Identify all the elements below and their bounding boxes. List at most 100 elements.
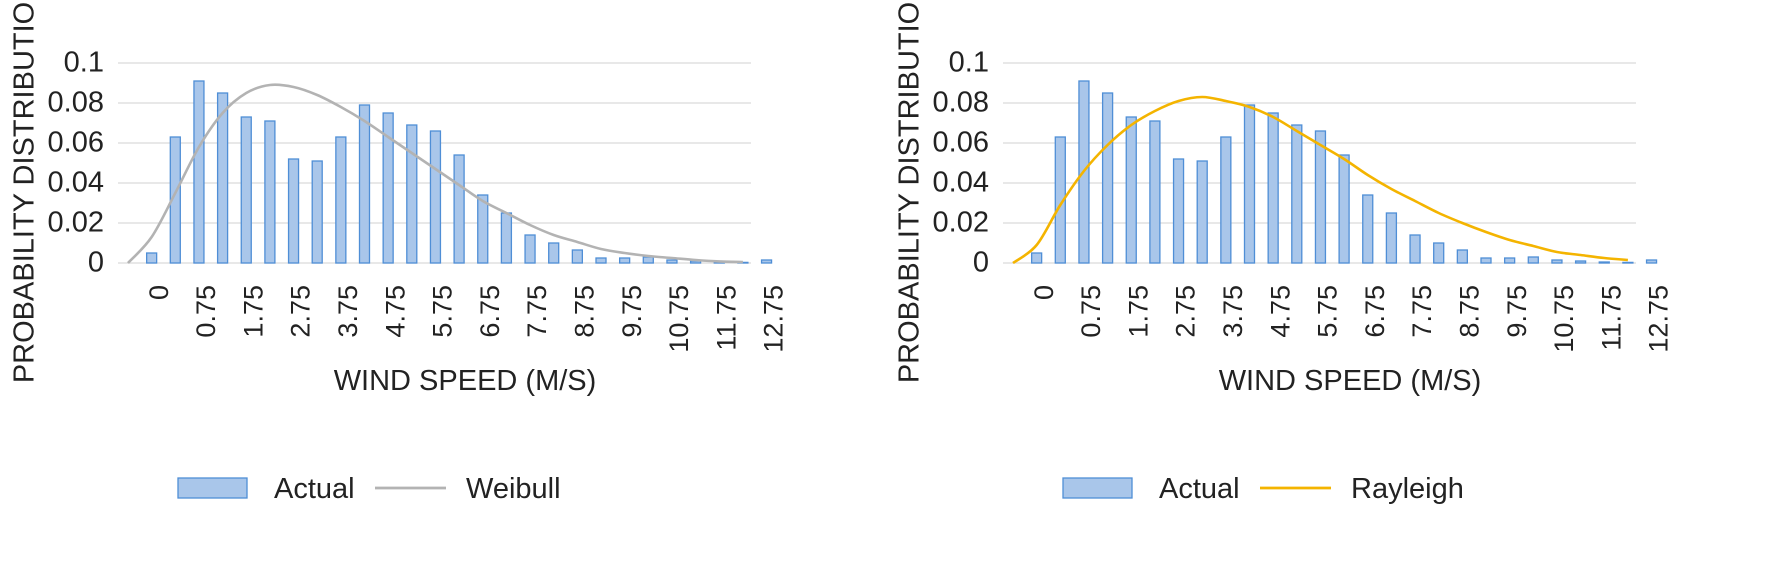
bar-actual [453, 154, 465, 264]
legend-label-actual: Actual [274, 473, 355, 505]
bar-actual [1196, 160, 1208, 264]
y-tick-label: 0.1 [64, 47, 104, 79]
bar-actual [1220, 136, 1232, 264]
bar-actual [1030, 252, 1043, 264]
bar-actual [358, 104, 371, 264]
y-tick-label: 0 [88, 247, 104, 279]
x-tick-label: 7.75 [522, 285, 552, 338]
rayleigh-chart: PROBABILITY DISTRIBUTION 0 0.02 0.04 0.06 0.0… [894, 0, 1674, 505]
weibull-chart: PROBABILITY DISTRIBUTION 0 0.02 0.04 0.06 0.0… [9, 0, 789, 505]
y-tick-label: 0.04 [933, 167, 989, 199]
line-rayleigh [1012, 95, 1629, 265]
bar-actual [548, 242, 560, 264]
x-tick-label: 1.75 [238, 285, 268, 338]
x-tick-label: 12.75 [1644, 285, 1674, 353]
bar-actual [500, 212, 513, 264]
x-axis-label: WIND SPEED (M/S) [334, 365, 597, 397]
y-tick-label: 0.08 [48, 87, 104, 119]
bar-actual [1338, 154, 1350, 264]
x-tick-label: 11.75 [711, 285, 741, 351]
y-axis-label: PROBABILITY DISTRIBUTION [9, 0, 41, 383]
bar-actual [1125, 116, 1137, 264]
bar-actual [335, 136, 347, 264]
rayleigh-chart-panel: PROBABILITY DISTRIBUTION 0 0.02 0.04 0.06 0.0… [885, 0, 1769, 577]
bar-actual [1456, 249, 1468, 264]
bar-actual [524, 234, 536, 264]
bar-actual [666, 259, 678, 264]
bar-actual [145, 252, 158, 264]
x-tick-label: 6.75 [1360, 285, 1390, 338]
x-tick-label: 0.75 [1076, 285, 1106, 338]
line-weibull [127, 83, 743, 264]
bar-actual [1409, 234, 1421, 264]
bar-actual [642, 256, 654, 264]
bar-actual [1598, 261, 1610, 264]
legend-label-actual: Actual [1159, 473, 1240, 505]
x-tick-label: 4.75 [1265, 285, 1295, 338]
legend-label-weibull: Weibull [466, 473, 561, 505]
bar-actual [1291, 124, 1303, 264]
legend-swatch-actual [1062, 477, 1133, 499]
bar-actual [382, 112, 394, 264]
bar-actual [240, 116, 252, 264]
bar-actual [1385, 212, 1398, 264]
x-tick-label: 0 [1029, 285, 1059, 300]
x-tick-label: 12.75 [759, 285, 789, 353]
bar-actual [1054, 136, 1066, 264]
bar-actual [1480, 257, 1492, 264]
y-tick-label: 0 [973, 247, 989, 279]
bar-actual [287, 158, 300, 264]
bar-actual [1574, 260, 1587, 264]
x-tick-label: 5.75 [1313, 285, 1343, 338]
x-tick-label: 3.75 [333, 285, 363, 338]
x-tick-label: 10.75 [1549, 285, 1579, 353]
weibull-chart-panel: PROBABILITY DISTRIBUTION 0 0.02 0.04 0.06 0.0… [0, 0, 884, 577]
bar-actual [406, 124, 418, 264]
x-tick-label: 1.75 [1123, 285, 1153, 338]
x-tick-label: 8.75 [1454, 285, 1484, 338]
y-tick-label: 0.06 [933, 127, 989, 159]
x-tick-label: 0.75 [191, 285, 221, 338]
bar-actual [1362, 194, 1374, 264]
bar-actual [1243, 104, 1256, 264]
bar-actual [619, 257, 631, 264]
y-tick-label: 0.02 [48, 207, 104, 239]
x-tick-label: 7.75 [1407, 285, 1437, 338]
bar-actual [193, 80, 205, 264]
x-tick-label: 6.75 [475, 285, 505, 338]
legend-swatch-actual [177, 477, 248, 499]
bar-actual [1433, 242, 1445, 264]
bar-actual [311, 160, 323, 264]
x-tick-label: 2.75 [1171, 285, 1201, 338]
x-tick-label: 0 [144, 285, 174, 300]
x-tick-label: 9.75 [1502, 285, 1532, 338]
bar-actual [1551, 259, 1563, 264]
bar-actual [1622, 261, 1634, 264]
bar-actual [429, 130, 442, 264]
x-tick-label: 8.75 [569, 285, 599, 338]
bar-actual [1172, 158, 1185, 264]
y-tick-label: 0.08 [933, 87, 989, 119]
legend-label-rayleigh: Rayleigh [1351, 473, 1464, 505]
x-tick-label: 5.75 [428, 285, 458, 338]
bar-actual [216, 92, 229, 264]
bar-actual [477, 194, 489, 264]
y-axis-label: PROBABILITY DISTRIBUTION [894, 0, 926, 383]
bar-actual [1645, 259, 1658, 264]
y-tick-label: 0.02 [933, 207, 989, 239]
bar-actual [760, 259, 773, 264]
bar-actual [571, 249, 583, 264]
x-tick-label: 4.75 [380, 285, 410, 338]
x-tick-label: 11.75 [1596, 285, 1626, 351]
bar-actual [1267, 112, 1279, 264]
bar-actual [1101, 92, 1114, 264]
x-tick-label: 2.75 [286, 285, 316, 338]
bar-actual [1149, 120, 1161, 264]
bar-actual [1527, 256, 1539, 264]
x-tick-label: 3.75 [1218, 285, 1248, 338]
bar-actual [1314, 130, 1327, 264]
x-tick-label: 9.75 [617, 285, 647, 338]
bar-actual [1504, 257, 1516, 264]
y-tick-label: 0.04 [48, 167, 104, 199]
bar-actual [595, 257, 607, 264]
